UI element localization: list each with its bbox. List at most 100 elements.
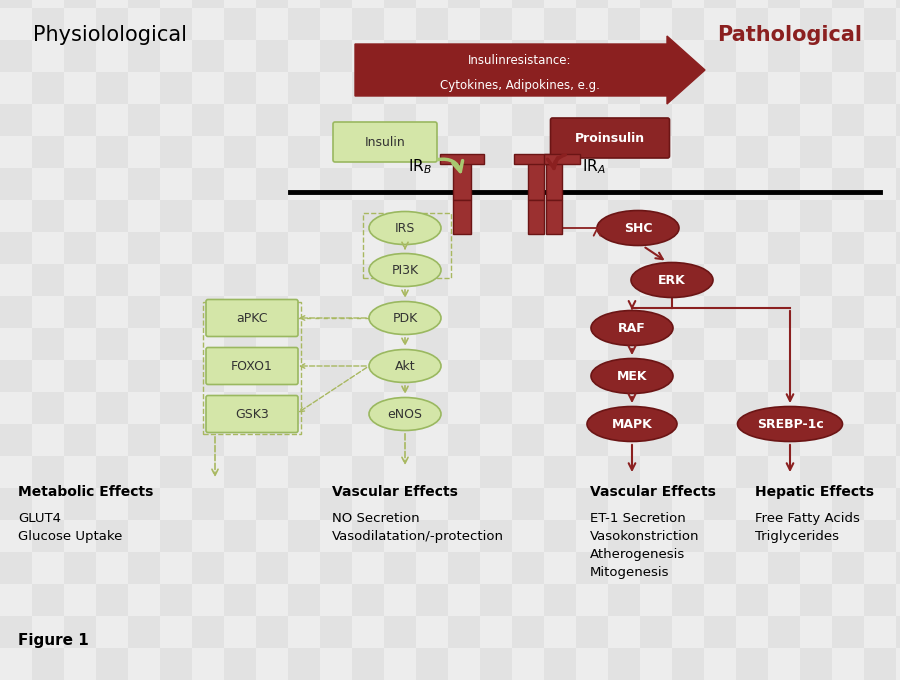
Bar	[608, 40, 640, 72]
Bar	[416, 40, 448, 72]
Bar	[896, 168, 900, 200]
Bar	[640, 232, 672, 264]
Bar	[512, 456, 544, 488]
Bar	[640, 648, 672, 680]
Bar	[384, 424, 416, 456]
Bar	[800, 0, 832, 8]
Bar	[864, 8, 896, 40]
Bar	[704, 584, 736, 616]
Bar	[224, 328, 256, 360]
Bar	[384, 392, 416, 424]
Bar	[320, 552, 352, 584]
Bar	[256, 520, 288, 552]
Bar	[576, 360, 608, 392]
Bar	[800, 40, 832, 72]
Bar	[672, 488, 704, 520]
Bar	[288, 264, 320, 296]
Bar	[704, 296, 736, 328]
Bar	[896, 328, 900, 360]
Bar	[128, 488, 160, 520]
Bar	[608, 296, 640, 328]
Bar	[896, 264, 900, 296]
Bar	[448, 648, 480, 680]
Bar	[768, 616, 800, 648]
Ellipse shape	[591, 311, 673, 345]
Bar	[64, 520, 96, 552]
Bar	[320, 616, 352, 648]
Bar	[864, 456, 896, 488]
Bar	[544, 648, 576, 680]
Bar	[160, 520, 192, 552]
Bar	[864, 0, 896, 8]
Bar	[224, 0, 256, 8]
Bar	[384, 264, 416, 296]
Bar	[640, 168, 672, 200]
Bar	[96, 392, 128, 424]
Bar	[0, 72, 32, 104]
Bar	[448, 552, 480, 584]
Bar	[544, 392, 576, 424]
Bar	[448, 104, 480, 136]
Bar	[96, 264, 128, 296]
Bar	[192, 648, 224, 680]
FancyBboxPatch shape	[333, 122, 437, 162]
Bar	[160, 360, 192, 392]
Bar	[672, 8, 704, 40]
Bar	[128, 8, 160, 40]
Bar	[832, 264, 864, 296]
Bar	[576, 584, 608, 616]
Bar	[288, 136, 320, 168]
Bar	[896, 136, 900, 168]
Bar	[256, 360, 288, 392]
Bar	[832, 584, 864, 616]
Bar	[224, 552, 256, 584]
Bar	[363, 213, 451, 278]
Text: Figure 1: Figure 1	[18, 633, 89, 648]
Text: Akt: Akt	[395, 360, 415, 373]
Bar	[160, 392, 192, 424]
Bar	[96, 0, 128, 8]
Bar	[320, 8, 352, 40]
Bar	[672, 40, 704, 72]
Bar	[128, 584, 160, 616]
Bar	[768, 264, 800, 296]
Bar	[896, 648, 900, 680]
Bar	[736, 328, 768, 360]
Bar	[480, 648, 512, 680]
Bar	[384, 648, 416, 680]
Bar	[800, 136, 832, 168]
Bar	[896, 8, 900, 40]
Bar	[0, 168, 32, 200]
Bar	[288, 0, 320, 8]
Bar	[0, 648, 32, 680]
Bar	[128, 264, 160, 296]
Bar	[672, 264, 704, 296]
Bar	[192, 392, 224, 424]
Bar	[96, 200, 128, 232]
Bar	[608, 584, 640, 616]
Bar	[608, 392, 640, 424]
Bar	[320, 296, 352, 328]
Bar	[448, 0, 480, 8]
Text: Free Fatty Acids
Triglycerides: Free Fatty Acids Triglycerides	[755, 512, 860, 543]
Bar	[608, 552, 640, 584]
Bar	[0, 296, 32, 328]
Bar	[480, 520, 512, 552]
Text: eNOS: eNOS	[388, 407, 422, 420]
Bar	[160, 616, 192, 648]
Ellipse shape	[631, 262, 713, 298]
Bar	[64, 456, 96, 488]
Bar	[384, 40, 416, 72]
Bar	[0, 520, 32, 552]
Bar	[160, 232, 192, 264]
Bar	[352, 40, 384, 72]
Bar	[528, 160, 544, 200]
Bar	[128, 40, 160, 72]
Bar	[512, 232, 544, 264]
Bar	[864, 424, 896, 456]
Bar	[320, 0, 352, 8]
Bar	[544, 296, 576, 328]
Bar	[480, 104, 512, 136]
Bar	[768, 136, 800, 168]
Bar	[832, 328, 864, 360]
